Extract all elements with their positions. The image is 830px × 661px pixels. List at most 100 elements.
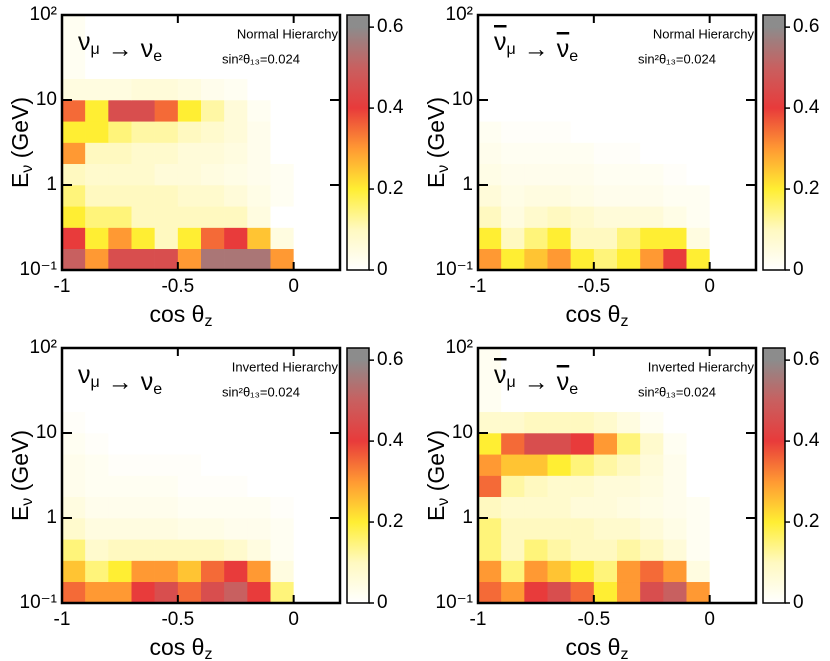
- heat-cell: [732, 142, 757, 165]
- x-axis-label: cos θz: [150, 301, 213, 330]
- heat-cell: [316, 475, 341, 498]
- heat-cell: [224, 248, 248, 271]
- heat-cell: [709, 121, 734, 143]
- heat-cell: [131, 100, 155, 122]
- heat-cell: [293, 518, 318, 540]
- heat-cell: [617, 78, 641, 101]
- heat-cell: [85, 348, 109, 413]
- heat-cell: [640, 433, 664, 455]
- heat-cell: [85, 496, 109, 519]
- heat-cell: [85, 121, 109, 143]
- heat-cell: [85, 518, 109, 540]
- heat-cell: [709, 539, 734, 561]
- heat-cell: [524, 206, 548, 228]
- mixing-label: sin²θ₁₃=0.024: [222, 51, 300, 66]
- y-tick-label: 10: [452, 422, 473, 443]
- heat-cell: [478, 411, 502, 434]
- y-axis-label: Eν (GeV): [423, 430, 452, 521]
- y-tick-label: 10²: [30, 337, 57, 358]
- heat-cell: [224, 121, 248, 143]
- heat-cell: [501, 15, 525, 80]
- heat-cell: [663, 454, 687, 476]
- heat-cell: [686, 496, 710, 519]
- plot-frame: [60, 346, 342, 605]
- colorbar: [346, 347, 370, 604]
- heat-cell: [640, 348, 664, 413]
- heat-cell: [570, 142, 595, 165]
- heat-cell: [617, 560, 641, 583]
- y-tick-label: 10⁻¹: [436, 592, 474, 613]
- heat-cell: [131, 78, 155, 101]
- colorbar: [762, 347, 786, 604]
- heat-cell: [85, 15, 109, 80]
- process-sub: μ: [507, 374, 516, 391]
- y-tick-label: 10⁻¹: [20, 259, 58, 280]
- heat-cell: [732, 227, 757, 250]
- colorbar: [346, 14, 370, 271]
- heat-cell: [108, 411, 132, 434]
- heat-cell: [224, 227, 248, 250]
- heat-cell: [570, 454, 595, 476]
- heat-cell: [709, 227, 734, 250]
- heat-cell: [131, 475, 155, 498]
- heat-cell: [663, 411, 687, 434]
- heat-cell: [247, 248, 271, 271]
- colorbar-tick-label: 0.2: [793, 511, 819, 532]
- heat-cell: [201, 475, 225, 498]
- heat-cell: [686, 185, 710, 207]
- heat-cell: [62, 496, 86, 519]
- heat-cell: [617, 496, 641, 519]
- heat-cell: [686, 121, 710, 143]
- heat-cell: [709, 248, 734, 271]
- colorbar-tick-label: 0: [793, 592, 804, 613]
- heat-cell: [62, 163, 86, 186]
- heat-cell: [570, 560, 595, 583]
- heat-cell: [686, 518, 710, 540]
- heat-cell: [478, 560, 502, 583]
- heat-cell: [270, 185, 294, 207]
- heat-cell: [247, 206, 271, 228]
- heat-cell: [686, 454, 710, 476]
- heat-cell: [686, 433, 710, 455]
- heat-cell: [201, 581, 225, 604]
- heat-cell: [570, 518, 595, 540]
- heat-cell: [617, 411, 641, 434]
- heat-cell: [524, 433, 548, 455]
- heat-cell: [247, 163, 271, 186]
- heat-cell: [62, 206, 86, 228]
- heat-cell: [732, 78, 757, 101]
- heat-cell: [570, 78, 595, 101]
- heat-cell: [524, 539, 548, 561]
- y-axis-label-rest: (GeV): [7, 97, 33, 165]
- heat-cell: [640, 163, 664, 186]
- heat-cell: [732, 348, 757, 413]
- heat-cell: [663, 248, 687, 271]
- heat-cell: [663, 560, 687, 583]
- heat-cell: [293, 496, 318, 519]
- heat-cell: [547, 454, 571, 476]
- heat-cell: [478, 539, 502, 561]
- heat-cell: [224, 539, 248, 561]
- x-tick-label: -1: [54, 276, 71, 297]
- heat-cell: [270, 227, 294, 250]
- x-axis-label-sub: z: [620, 646, 628, 661]
- heat-cell: [270, 518, 294, 540]
- heat-cell: [154, 411, 179, 434]
- heat-cell: [547, 539, 571, 561]
- heat-cell: [108, 121, 132, 143]
- heat-cell: [617, 518, 641, 540]
- heat-cell: [247, 227, 271, 250]
- heat-cell: [617, 539, 641, 561]
- heat-cell: [709, 100, 734, 122]
- y-axis-label: Eν (GeV): [7, 97, 36, 188]
- process-label: νμ → νe: [78, 28, 162, 66]
- process-sub: μ: [91, 374, 100, 391]
- heat-cell: [478, 78, 502, 101]
- heat-cell: [732, 206, 757, 228]
- heat-cell: [709, 475, 734, 498]
- heat-cell: [501, 121, 525, 143]
- heat-cell: [709, 348, 734, 413]
- x-axis-label: cos θz: [150, 634, 213, 661]
- heat-cell: [62, 411, 86, 434]
- heat-cell: [85, 475, 109, 498]
